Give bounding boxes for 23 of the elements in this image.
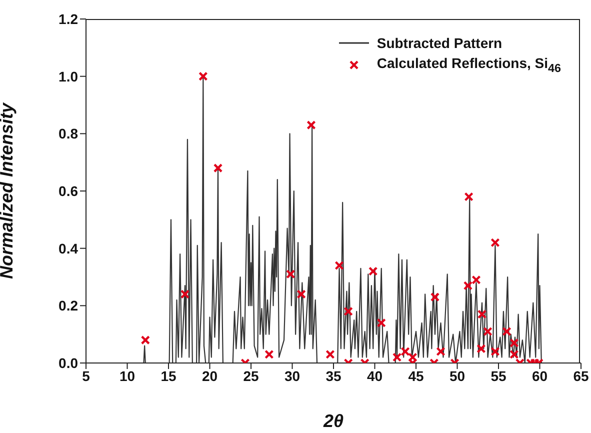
x-tick-label: 40 — [366, 368, 383, 384]
legend-label: Calculated Reflections, Si$_{46}$ — [376, 55, 561, 75]
y-tick-label: 0.0 — [58, 354, 78, 371]
x-tick-label: 20 — [202, 368, 218, 384]
y-tick-label: 0.4 — [58, 240, 78, 256]
y-tick-label: 0.2 — [58, 298, 78, 314]
x-tick-label: 50 — [449, 368, 466, 384]
x-tick-label: 25 — [243, 368, 259, 384]
x-tick-label: 15 — [160, 368, 176, 384]
x-tick-label: 55 — [490, 368, 506, 384]
y-tick-label: 1.0 — [58, 68, 78, 84]
y-tick-label: 0.6 — [58, 182, 78, 199]
x-axis-title: 2θ — [322, 411, 344, 431]
y-tick-label: 0.8 — [58, 126, 78, 142]
y-tick-label: 1.2 — [58, 10, 78, 27]
x-tick-label: 10 — [119, 368, 136, 384]
x-tick-label: 30 — [284, 368, 300, 384]
x-tick-label: 45 — [408, 368, 424, 384]
x-tick-label: 65 — [573, 368, 589, 384]
x-tick-label: 5 — [82, 368, 90, 384]
legend-label: Subtracted Pattern — [376, 35, 502, 51]
x-tick-label: 60 — [532, 368, 548, 384]
x-tick-label: 35 — [326, 368, 342, 384]
